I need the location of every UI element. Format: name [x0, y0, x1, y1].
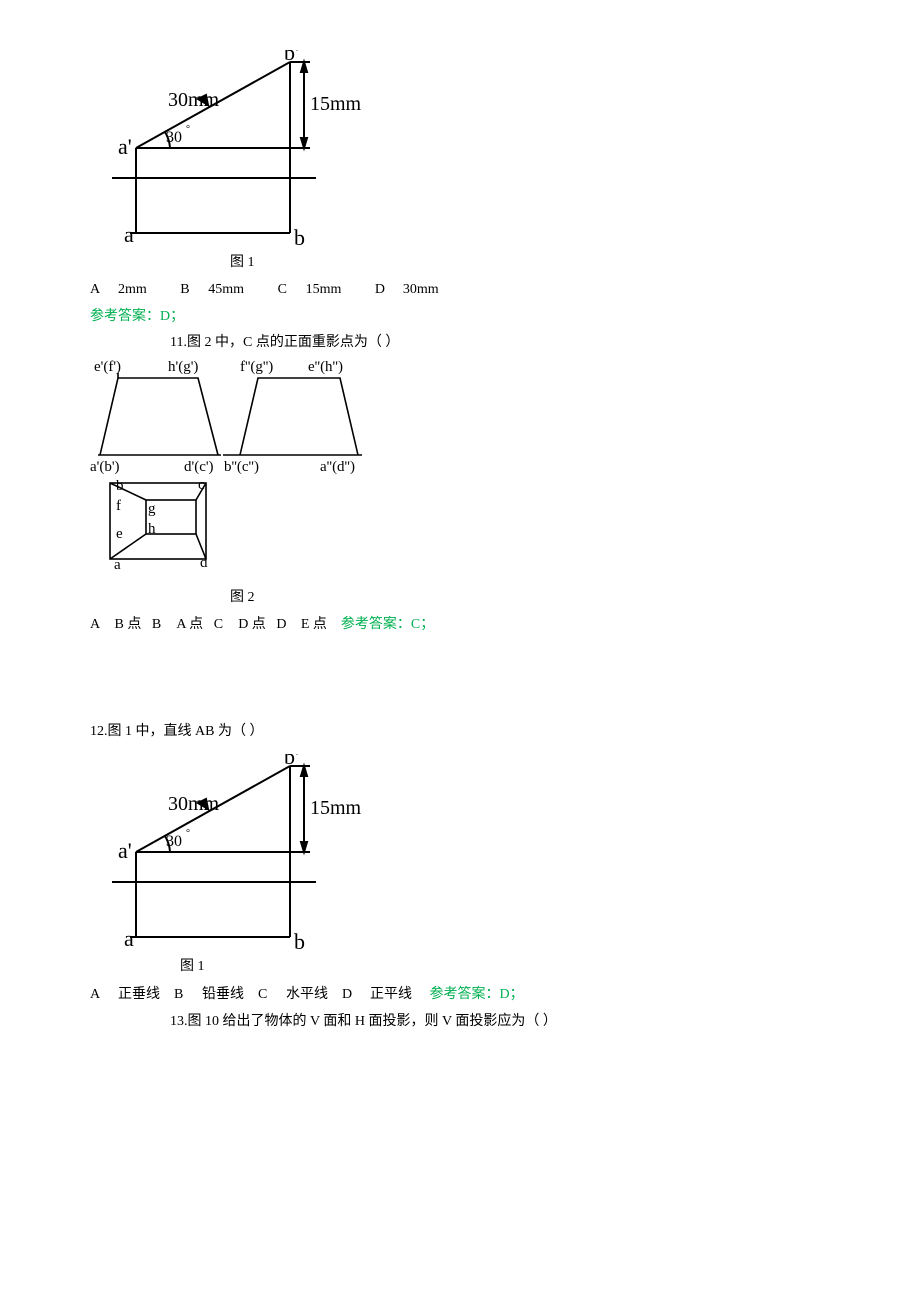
q12-opt-d-text: 正平线 — [370, 982, 412, 1007]
q11-opt-c-letter: C — [214, 612, 228, 637]
figure-1-repeat-caption: 图 1 — [180, 954, 830, 979]
q11-opt-b-letter: B — [152, 612, 166, 637]
q12-opt-c-letter: C — [258, 982, 272, 1007]
figure-1-svg: a' b' a b 30mm 15mm 30 ° — [106, 50, 396, 250]
q12-opt-a-letter: A — [90, 982, 104, 1007]
lbl-eh: e''(h'') — [308, 359, 343, 375]
lbl-ef: e'(f') — [94, 359, 121, 375]
q12-number: 12. — [90, 724, 108, 739]
figure-1-repeat-svg: a' b' a b 30mm 15mm 30 ° — [106, 754, 396, 954]
lbl-fg: f''(g'') — [240, 359, 273, 375]
q10-opt-c-letter: C — [278, 277, 292, 302]
q11-opt-b-text: A 点 — [176, 612, 203, 637]
q10-opt-d-text: 30mm — [403, 277, 439, 302]
figure-2: e'(f') h'(g') f''(g'') e''(h'') a'(b') d… — [90, 355, 830, 585]
label-b-2: b — [294, 929, 305, 954]
lbl-dc: d'(c') — [184, 459, 214, 475]
q11-text: 图 2 中，C 点的正面重影点为（ ） — [187, 335, 399, 350]
q10-opt-a-text: 2mm — [118, 277, 147, 302]
lbl-c2: c — [198, 477, 205, 493]
q12-opt-b-text: 铅垂线 — [202, 982, 244, 1007]
q11-answer: 参考答案：C； — [341, 612, 434, 637]
q10-opt-b-text: 45mm — [208, 277, 244, 302]
q11-options: A B 点 B A 点 C D 点 D E 点 参考答案：C； — [90, 612, 830, 637]
lbl-e2: e — [116, 526, 123, 542]
lbl-bc: b''(c'') — [224, 459, 259, 475]
q12-opt-c-text: 水平线 — [286, 982, 328, 1007]
lbl-h2: h — [148, 521, 156, 537]
q11-opt-d-text: E 点 — [301, 612, 327, 637]
q10-opt-d-letter: D — [375, 277, 389, 302]
label-30mm-2: 30mm — [168, 793, 220, 815]
label-a: a — [124, 222, 134, 247]
q12-opt-a-text: 正垂线 — [118, 982, 160, 1007]
label-15mm: 15mm — [310, 93, 362, 115]
q11-opt-d-letter: D — [276, 612, 290, 637]
q13-number: 13. — [170, 1014, 188, 1029]
lbl-f2: f — [116, 498, 121, 514]
q12-answer: 参考答案：D； — [430, 982, 524, 1007]
lbl-d2: d — [200, 555, 208, 571]
q13-stem: 13.图 10 给出了物体的 V 面和 H 面投影，则 V 面投影应为（ ） — [170, 1009, 830, 1034]
label-a-prime-2: a' — [118, 838, 132, 863]
lbl-ab: a'(b') — [90, 459, 120, 475]
lbl-a2: a — [114, 557, 121, 573]
lbl-hg: h'(g') — [168, 359, 198, 375]
figure-1-caption: 图 1 — [230, 250, 830, 275]
figure-1: a' b' a b 30mm 15mm 30 ° — [106, 50, 830, 250]
label-angle: 30 — [166, 129, 182, 146]
q10-answer: 参考答案：D； — [90, 304, 830, 329]
label-degree: ° — [186, 124, 190, 135]
label-angle-2: 30 — [166, 833, 182, 850]
label-b-prime: b' — [284, 50, 299, 65]
q11-opt-a-text: B 点 — [115, 612, 142, 637]
label-b: b — [294, 225, 305, 250]
lbl-g2: g — [148, 501, 156, 517]
q11-number: 11. — [170, 335, 187, 350]
q10-opt-b-letter: B — [180, 277, 194, 302]
label-a-2: a — [124, 926, 134, 951]
label-30mm: 30mm — [168, 89, 220, 111]
figure-2-caption: 图 2 — [230, 585, 830, 610]
q12-text: 图 1 中，直线 AB 为（ ） — [108, 724, 264, 739]
q11-stem: 11.图 2 中，C 点的正面重影点为（ ） — [170, 330, 830, 355]
q11-opt-a-letter: A — [90, 612, 104, 637]
figure-1-repeat: a' b' a b 30mm 15mm 30 ° — [106, 754, 830, 954]
q10-options: A 2mm B 45mm C 15mm D 30mm — [90, 277, 830, 302]
figure-2-svg: e'(f') h'(g') f''(g'') e''(h'') a'(b') d… — [90, 355, 390, 585]
q10-opt-a-letter: A — [90, 277, 104, 302]
lbl-b2: b — [116, 478, 124, 494]
lbl-ad: a''(d'') — [320, 459, 355, 475]
q12-opt-d-letter: D — [342, 982, 356, 1007]
q11-opt-c-text: D 点 — [238, 612, 266, 637]
label-15mm-2: 15mm — [310, 797, 362, 819]
q12-opt-b-letter: B — [174, 982, 188, 1007]
q13-text: 图 10 给出了物体的 V 面和 H 面投影，则 V 面投影应为（ ） — [188, 1014, 557, 1029]
label-a-prime: a' — [118, 134, 132, 159]
q12-stem: 12.图 1 中，直线 AB 为（ ） — [90, 719, 830, 744]
q12-options: A 正垂线 B 铅垂线 C 水平线 D 正平线 参考答案：D； — [90, 982, 830, 1007]
q10-opt-c-text: 15mm — [306, 277, 342, 302]
label-degree-2: ° — [186, 828, 190, 839]
label-b-prime-2: b' — [284, 754, 299, 769]
